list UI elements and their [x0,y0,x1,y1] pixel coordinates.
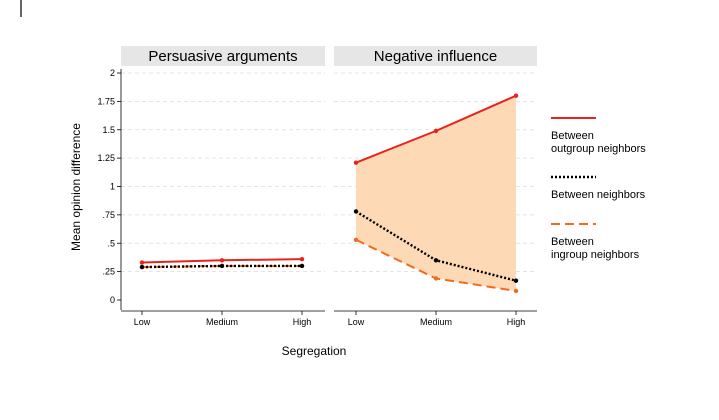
legend-label-line2: ingroup neighbors [551,249,640,261]
panel-title-strip [334,46,537,66]
legend-item-neighbors: Between neighbors [551,175,646,201]
x-tick-label: Low [134,317,151,327]
y-tick-label: 1.5 [102,125,115,135]
y-tick-label: .75 [102,210,115,220]
legend-label: Between neighbors [551,189,646,201]
legend-label: Between [551,236,594,248]
y-tick-label: 1.25 [97,153,115,163]
x-tick-label: Medium [206,317,238,327]
panel-title: Negative influence [374,48,497,65]
data-point-outgroup [299,256,305,262]
y-tick-label: 1 [110,182,115,192]
legend-label-line2: outgroup neighbors [551,143,646,155]
y-tick-label: .25 [102,267,115,277]
data-point-neighbors [513,278,519,283]
x-axis-label: Segregation [282,344,347,358]
shaded-region [356,95,516,291]
x-tick-label: High [507,317,526,327]
x-tick-label: High [293,317,312,327]
y-tick-label: .5 [107,238,115,248]
legend-label: Between [551,130,594,142]
y-axis-label: Mean opinion difference [69,123,83,251]
y-tick-label: 1.75 [97,96,115,106]
data-point-outgroup [433,128,439,134]
data-point-neighbors [139,264,145,270]
data-point-outgroup [513,93,519,98]
data-point-ingroup [433,276,439,281]
data-point-neighbors [433,258,439,263]
data-point-neighbors [219,263,225,269]
data-point-ingroup [353,237,359,243]
data-point-neighbors [299,263,305,269]
data-point-outgroup [139,260,145,265]
panel-2: Negative influence Low Medium High [334,46,537,327]
panel-1: Persuasive arguments Low Medium High [121,46,325,327]
y-axis: 0 .25 .5 .75 1 1.25 1.5 1.75 2 [97,68,122,310]
y-tick-label: 2 [110,68,115,78]
x-tick-label: Low [348,317,365,327]
y-tick-label: 0 [110,295,115,305]
data-point-neighbors [353,209,359,214]
data-point-outgroup [353,160,359,165]
data-point-ingroup [513,288,519,294]
x-tick-label: Medium [420,317,452,327]
panel-title-strip [121,46,325,66]
panel-title: Persuasive arguments [148,48,297,65]
data-point-outgroup [219,258,225,263]
